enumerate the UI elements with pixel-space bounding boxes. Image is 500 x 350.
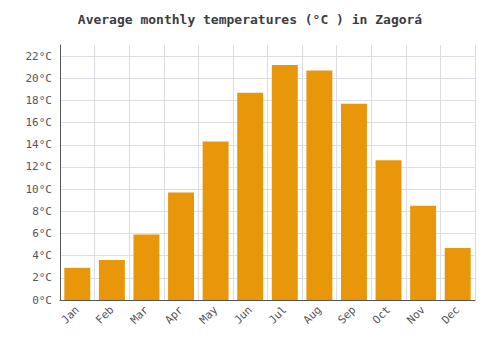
svg-text:6°C: 6°C: [32, 227, 52, 240]
svg-text:Sep: Sep: [335, 303, 358, 326]
svg-text:Nov: Nov: [404, 303, 427, 326]
svg-text:14°C: 14°C: [26, 138, 53, 151]
svg-text:Jul: Jul: [266, 303, 289, 326]
svg-text:Aug: Aug: [301, 303, 324, 326]
svg-text:May: May: [197, 303, 220, 326]
svg-text:10°C: 10°C: [26, 183, 53, 196]
svg-text:Dec: Dec: [439, 303, 462, 326]
svg-text:Jun: Jun: [232, 303, 255, 326]
svg-text:4°C: 4°C: [32, 249, 52, 262]
svg-text:20°C: 20°C: [26, 72, 53, 85]
svg-text:2°C: 2°C: [32, 271, 52, 284]
svg-text:0°C: 0°C: [32, 294, 52, 307]
svg-text:16°C: 16°C: [26, 116, 53, 129]
svg-text:Average monthly temperatures (: Average monthly temperatures (°C ) in Za…: [78, 12, 423, 27]
svg-text:Oct: Oct: [370, 303, 393, 326]
svg-text:12°C: 12°C: [26, 160, 53, 173]
svg-text:Apr: Apr: [162, 303, 185, 326]
svg-text:18°C: 18°C: [26, 94, 53, 107]
svg-text:Jan: Jan: [59, 303, 82, 326]
svg-text:Mar: Mar: [128, 303, 151, 326]
svg-text:8°C: 8°C: [32, 205, 52, 218]
svg-text:Feb: Feb: [93, 303, 116, 326]
svg-text:22°C: 22°C: [26, 50, 53, 63]
